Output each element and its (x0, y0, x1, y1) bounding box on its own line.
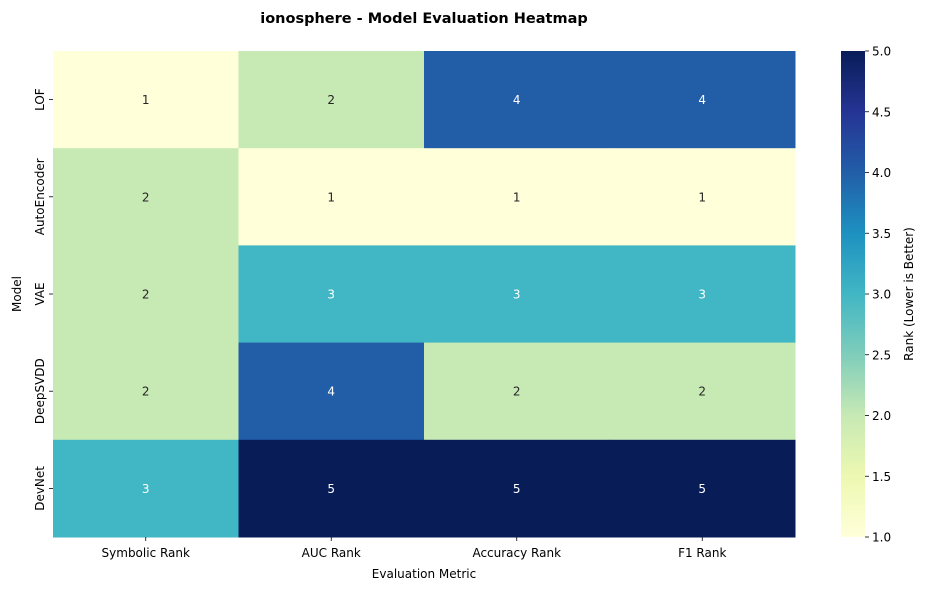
heatmap-cell (609, 245, 796, 344)
heatmap-cell (424, 439, 610, 538)
heatmap-cell (238, 148, 425, 246)
cell-value-label: 4 (698, 93, 706, 107)
colorbar-gradient (841, 51, 865, 537)
colorbar-tick-label: 2.5 (872, 348, 891, 362)
heatmap-cell (424, 245, 610, 344)
cell-value-label: 1 (327, 190, 335, 204)
heatmap-cell (424, 148, 610, 246)
cell-value-label: 1 (513, 190, 521, 204)
colorbar-tick-label: 4.0 (872, 166, 891, 180)
cell-value-label: 3 (513, 288, 521, 302)
cell-value-label: 1 (698, 190, 706, 204)
cell-value-label: 3 (327, 288, 335, 302)
y-tick-label: DevNet (33, 466, 47, 511)
cell-value-label: 2 (327, 93, 335, 107)
heatmap-cell (53, 342, 239, 441)
x-tick-label: Symbolic Rank (102, 546, 190, 560)
cell-value-label: 2 (142, 288, 150, 302)
heatmap-cell (609, 51, 796, 149)
y-tick-label: AutoEncoder (33, 158, 47, 235)
x-axis-label: Evaluation Metric (372, 567, 476, 581)
cell-value-label: 2 (142, 190, 150, 204)
x-tick-label: F1 Rank (678, 546, 726, 560)
heatmap-cell (53, 439, 239, 538)
heatmap-cell (238, 51, 425, 149)
cell-value-label: 3 (698, 288, 706, 302)
chart-title: ionosphere - Model Evaluation Heatmap (260, 11, 588, 27)
colorbar-tick-label: 1.5 (872, 470, 891, 484)
heatmap-cell (53, 51, 239, 149)
colorbar-tick-label: 3.0 (872, 288, 891, 302)
heatmap-cell (609, 439, 796, 538)
heatmap-cell (238, 439, 425, 538)
y-axis-label: Model (10, 276, 24, 312)
cell-value-label: 5 (327, 482, 335, 496)
y-axis: LOF AutoEncoder VAE DeepSVDD DevNet (33, 88, 53, 511)
colorbar-label: Rank (Lower is Better) (902, 227, 916, 361)
y-tick-label: DeepSVDD (33, 358, 47, 424)
colorbar: 1.0 1.5 2.0 2.5 3.0 3.5 4.0 4.5 5.0 (841, 45, 891, 545)
x-tick-label: AUC Rank (302, 546, 361, 560)
heatmap-cell (238, 245, 425, 344)
colorbar-tick-label: 2.0 (872, 409, 891, 423)
cell-value-label: 2 (142, 385, 150, 399)
heatmap-cell (609, 342, 796, 441)
cell-value-label: 1 (142, 93, 150, 107)
cell-value-label: 2 (698, 385, 706, 399)
cell-value-label: 3 (142, 482, 150, 496)
colorbar-tick-label: 5.0 (872, 45, 891, 59)
cell-value-label: 4 (327, 385, 335, 399)
heatmap-cell (609, 148, 796, 246)
heatmap-cell (53, 245, 239, 344)
x-tick-label: Accuracy Rank (472, 546, 561, 560)
heatmap-cell (53, 148, 239, 246)
colorbar-tick-label: 1.0 (872, 531, 891, 545)
x-axis: Symbolic Rank AUC Rank Accuracy Rank F1 Ran… (102, 537, 726, 560)
cell-value-label: 4 (513, 93, 521, 107)
heatmap-cells: 1 2 4 4 2 1 1 1 2 3 3 3 2 4 2 2 3 5 5 5 (53, 51, 796, 538)
colorbar-tick-label: 4.5 (872, 105, 891, 119)
heatmap-cell (424, 342, 610, 441)
cell-value-label: 5 (698, 482, 706, 496)
cell-value-label: 5 (513, 482, 521, 496)
heatmap-cell (238, 342, 425, 441)
cell-value-label: 2 (513, 385, 521, 399)
colorbar-tick-label: 3.5 (872, 227, 891, 241)
y-tick-label: VAE (33, 282, 47, 305)
heatmap-cell (424, 51, 610, 149)
y-tick-label: LOF (33, 88, 47, 111)
